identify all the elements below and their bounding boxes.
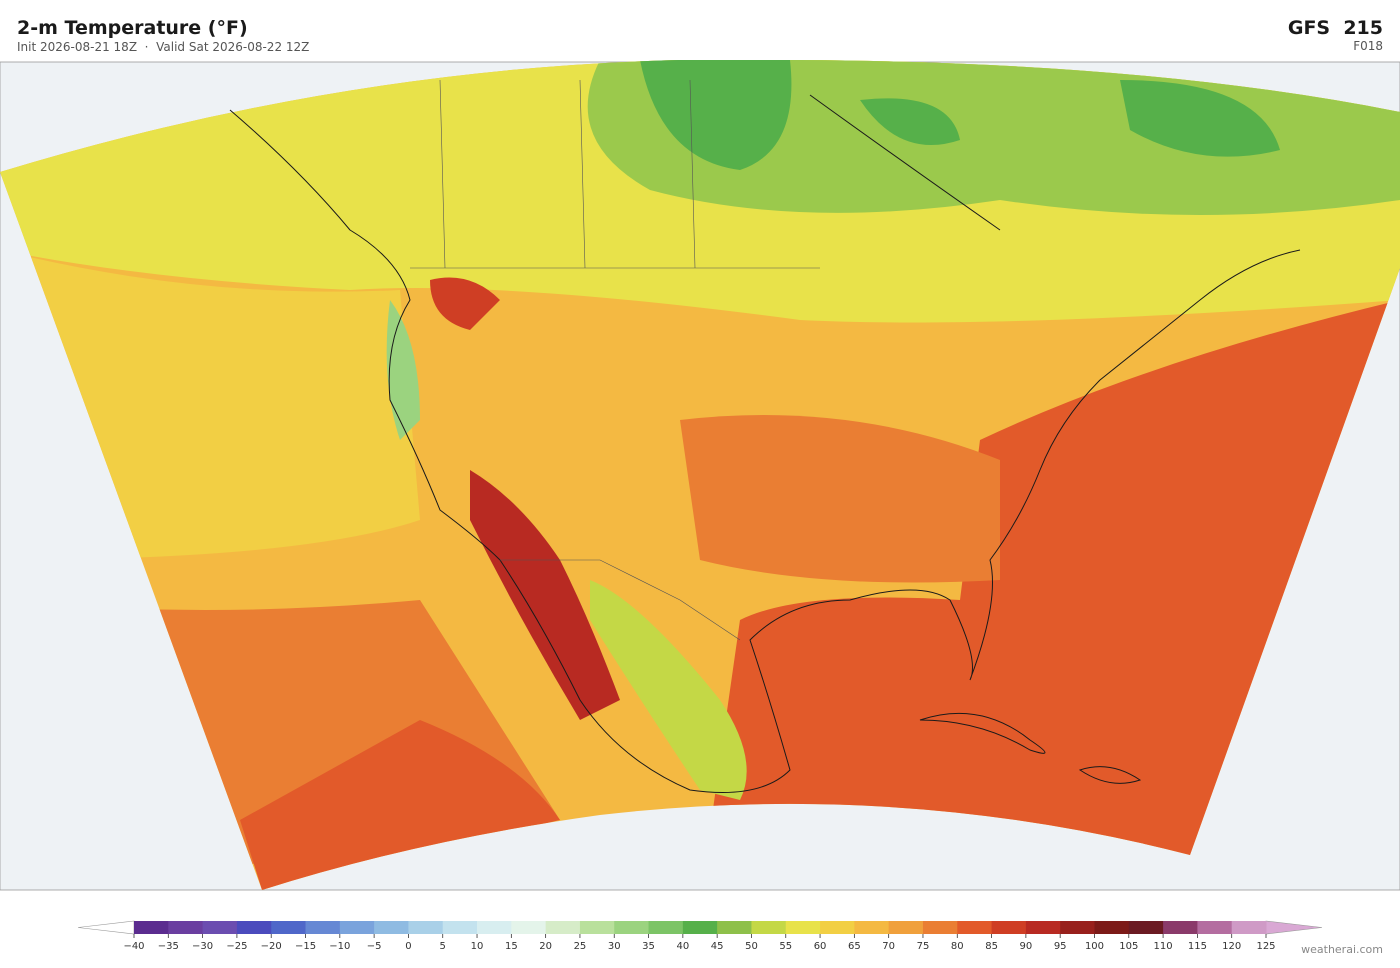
colorbar-tick-label: 115 xyxy=(1188,941,1207,952)
colorbar-box xyxy=(511,921,547,934)
colorbar-tick-label: −35 xyxy=(158,941,179,952)
colorbar-box xyxy=(922,921,958,934)
colorbar-box xyxy=(339,921,375,934)
colorbar-box xyxy=(1231,921,1267,934)
colorbar-tick-label: 110 xyxy=(1154,941,1173,952)
colorbar: −40 −35 −30 −25 −20 −15 −10 −5 0 5 10 15 20 25 30 35 40 4… xyxy=(77,920,1323,952)
coastlines xyxy=(229,94,1301,793)
colorbar-tick-label: 50 xyxy=(745,941,758,952)
colorbar-tick-label: 95 xyxy=(1054,941,1067,952)
colorbar-box xyxy=(1094,921,1130,934)
colorbar-box xyxy=(1060,921,1095,934)
colorbar-tick-label: 40 xyxy=(676,941,689,952)
colorbar-tick-label: −25 xyxy=(226,941,247,952)
colorbar-box xyxy=(957,921,993,934)
colorbar-box xyxy=(168,921,204,934)
colorbar-under xyxy=(77,920,135,935)
colorbar-tick-label: −30 xyxy=(192,941,213,952)
colorbar-box xyxy=(545,921,581,934)
colorbar-box xyxy=(614,921,650,934)
colorbar-tick-label: 75 xyxy=(917,941,930,952)
colorbar-tick-label: 20 xyxy=(539,941,552,952)
colorbar-tick-label: 0 xyxy=(405,941,411,952)
colorbar-tick-label: 65 xyxy=(848,941,861,952)
colorbar-box xyxy=(134,921,169,934)
colorbar-box xyxy=(751,921,787,934)
colorbar-box xyxy=(236,921,272,934)
colorbar-tick-label: 30 xyxy=(608,941,621,952)
colorbar-tick-label: 5 xyxy=(440,941,446,952)
colorbar-tick-label: −15 xyxy=(295,941,316,952)
colorbar-tick-label: −5 xyxy=(367,941,382,952)
map-title: 2-m Temperature (°F) xyxy=(17,17,248,39)
colorbar-tick-label: 25 xyxy=(574,941,587,952)
colorbar-box xyxy=(785,921,821,934)
colorbar-tick-label: −40 xyxy=(123,941,144,952)
colorbar-tick-label: 90 xyxy=(1020,941,1033,952)
model-name: GFS 215 xyxy=(1288,17,1383,39)
colorbar-tick-label: 70 xyxy=(882,941,895,952)
credit: weatherai.com xyxy=(1301,943,1383,956)
map-subtitle: Init 2026-08-21 18Z · Valid Sat 2026-08-… xyxy=(17,40,309,54)
colorbar-tick-label: 45 xyxy=(711,941,724,952)
colorbar-box xyxy=(682,921,718,934)
colorbar-tick-label: 15 xyxy=(505,941,518,952)
colorbar-tick-label: 120 xyxy=(1222,941,1241,952)
colorbar-over xyxy=(1265,920,1323,935)
colorbar-box xyxy=(202,921,238,934)
colorbar-tick-label: 55 xyxy=(779,941,792,952)
colorbar-box xyxy=(1025,921,1061,934)
colorbar-box xyxy=(854,921,890,934)
colorbar-box xyxy=(1163,921,1198,934)
colorbar-box xyxy=(305,921,341,934)
colorbar-box xyxy=(1128,921,1164,934)
borders xyxy=(410,79,820,641)
colorbar-box xyxy=(442,921,478,934)
colorbar-tick-label: 80 xyxy=(951,941,964,952)
forecast-hour: F018 xyxy=(1353,39,1383,53)
colorbar-tick-label: 100 xyxy=(1085,941,1104,952)
colorbar-tick-label: 125 xyxy=(1256,941,1275,952)
colorbar-box xyxy=(648,921,684,934)
colorbar-tick-label: 85 xyxy=(985,941,998,952)
colorbar-tick-label: −20 xyxy=(261,941,282,952)
colorbar-tick-label: 35 xyxy=(642,941,655,952)
colorbar-box xyxy=(717,921,752,934)
colorbar-tick-label: −10 xyxy=(329,941,350,952)
colorbar-box xyxy=(271,921,307,934)
colorbar-box xyxy=(374,921,409,934)
colorbar-box xyxy=(1197,921,1233,934)
colorbar-box xyxy=(888,921,924,934)
colorbar-box xyxy=(477,921,512,934)
colorbar-box xyxy=(991,921,1027,934)
colorbar-tick-label: 60 xyxy=(814,941,827,952)
colorbar-box xyxy=(579,921,615,934)
colorbar-tick-label: 10 xyxy=(471,941,484,952)
colorbar-tick-label: 105 xyxy=(1119,941,1138,952)
colorbar-box xyxy=(408,921,444,934)
colorbar-box xyxy=(820,921,855,934)
